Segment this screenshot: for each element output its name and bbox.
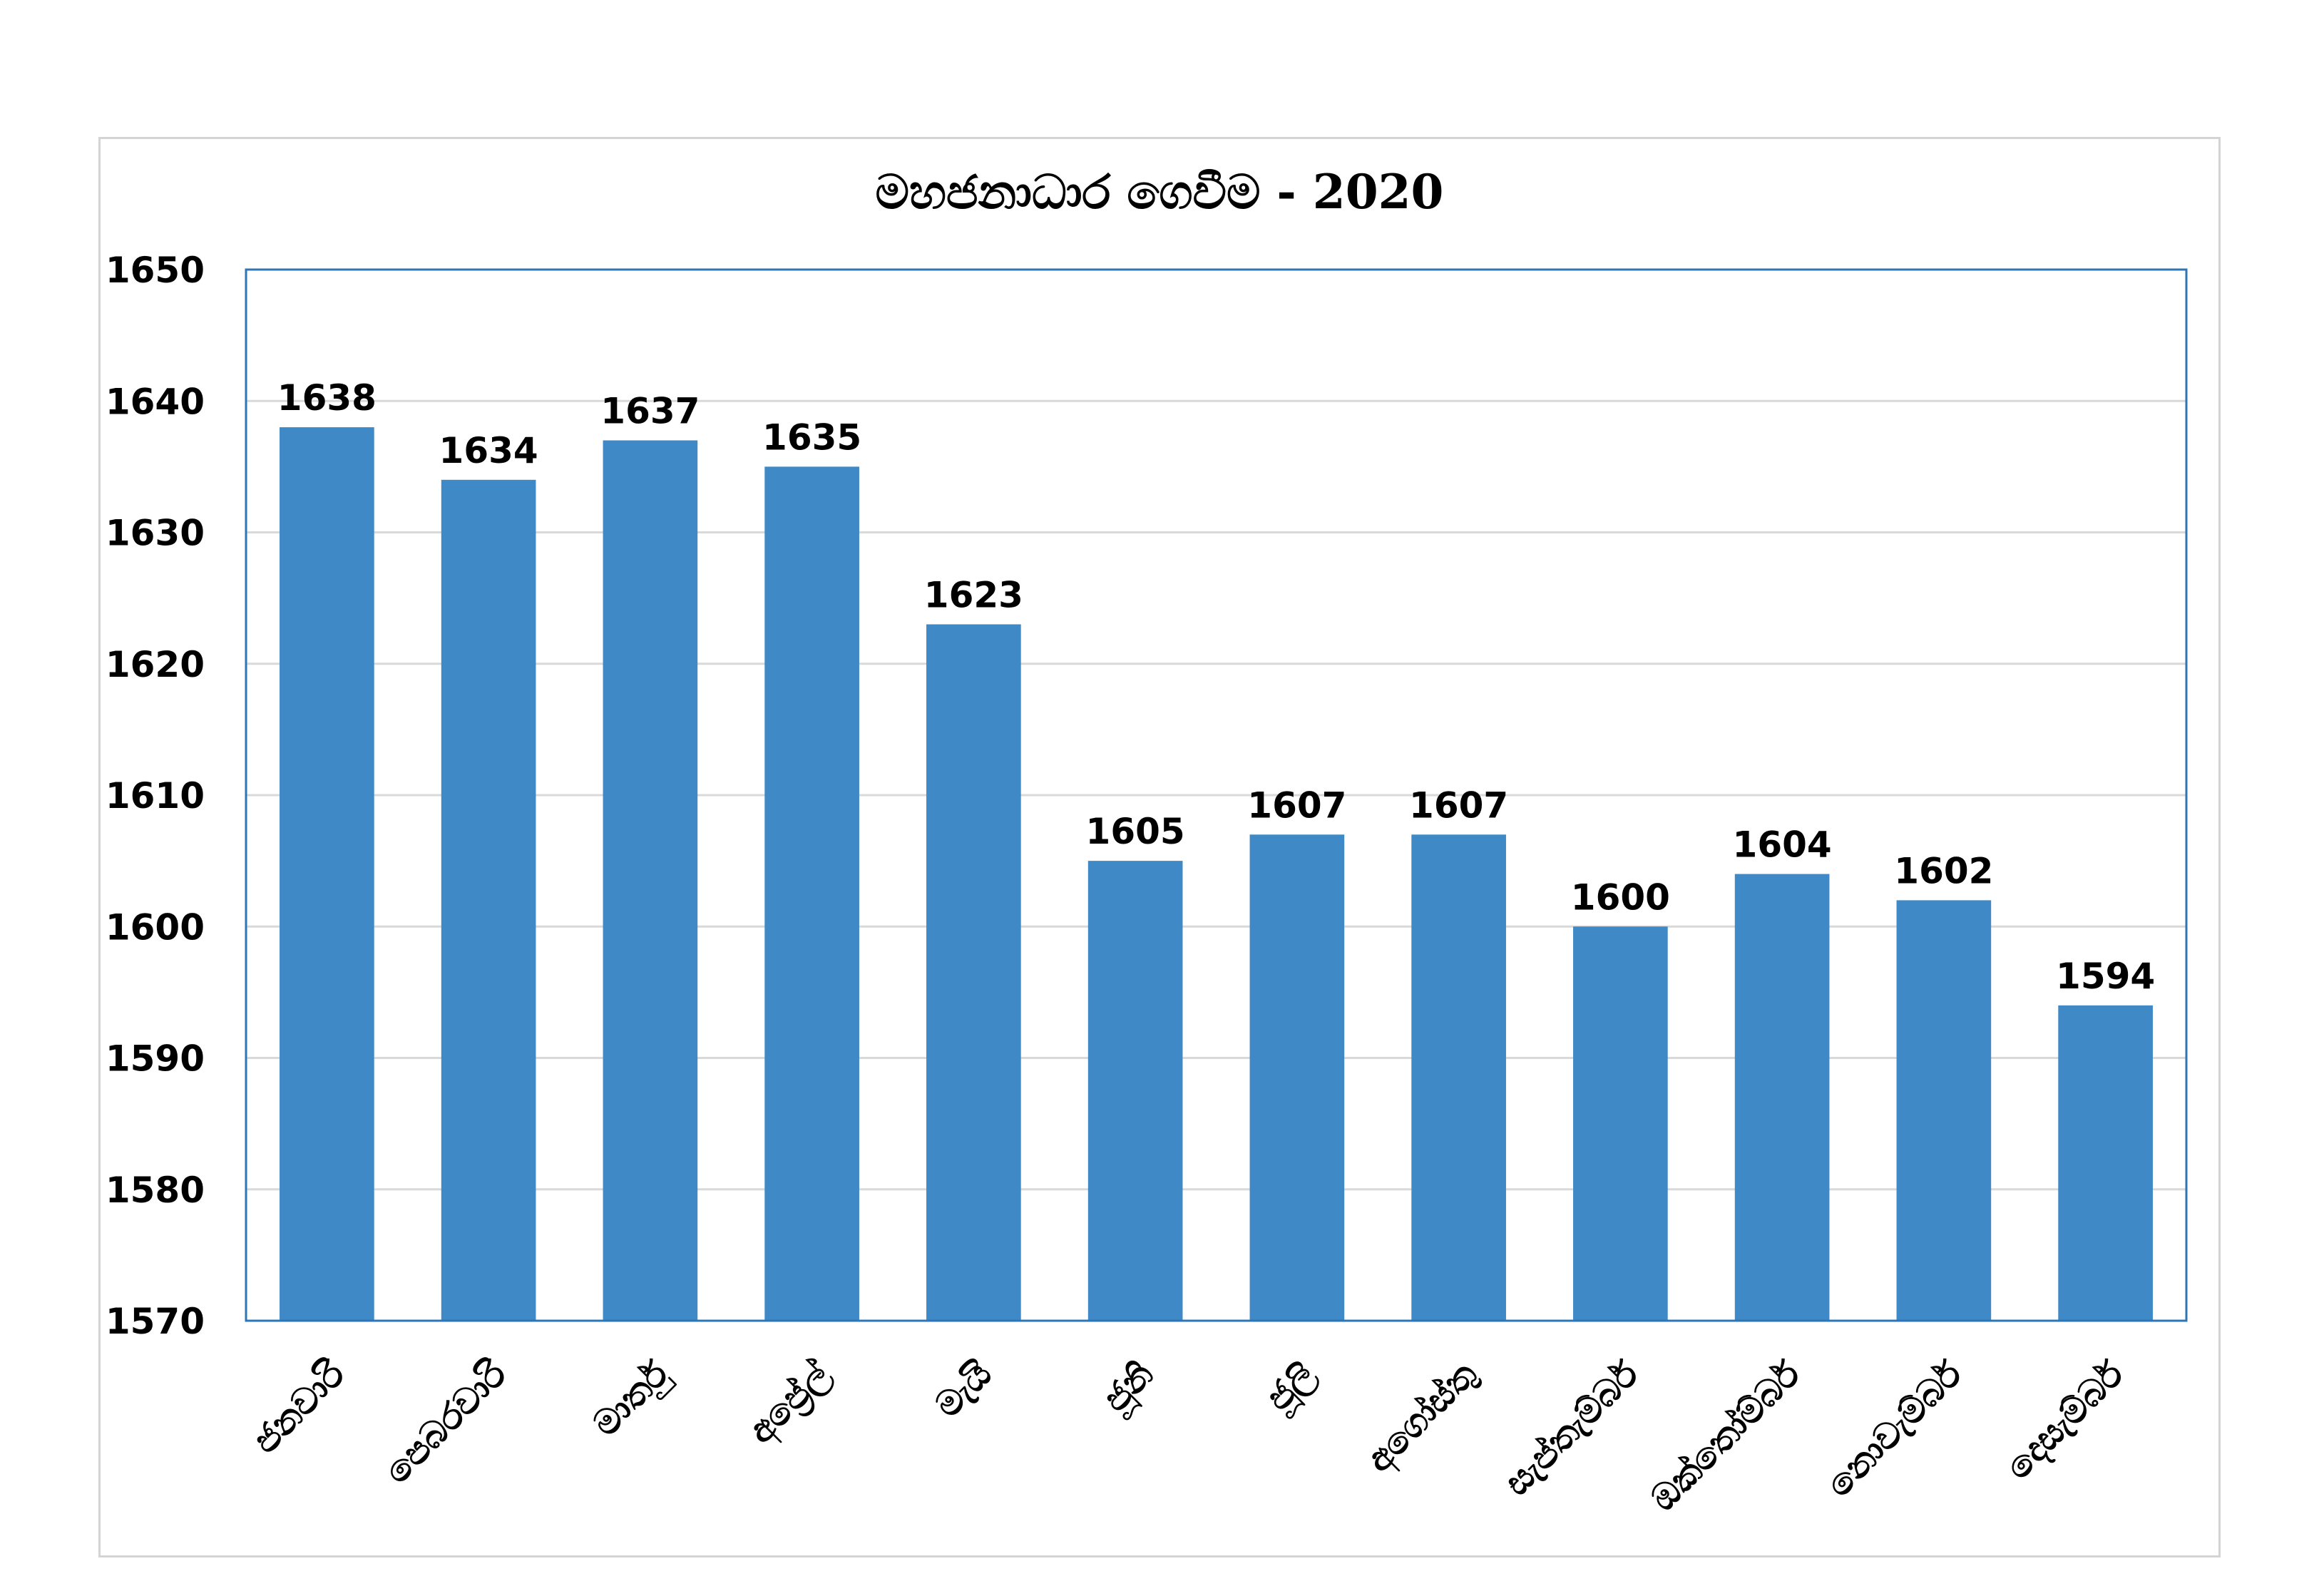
x-category-label: අගෝස්තු bbox=[1358, 1353, 1487, 1482]
y-tick-label: 1610 bbox=[106, 775, 205, 817]
y-tick-label: 1590 bbox=[106, 1038, 205, 1080]
bar bbox=[441, 479, 536, 1321]
bar bbox=[603, 440, 698, 1321]
x-category-label: මාර්තු bbox=[585, 1353, 678, 1446]
data-label: 1635 bbox=[762, 416, 861, 458]
y-tick-label: 1600 bbox=[106, 906, 205, 948]
data-label: 1638 bbox=[277, 377, 377, 419]
x-category-label: ජනවාරි bbox=[245, 1353, 354, 1462]
bar bbox=[764, 466, 859, 1321]
x-category-label: සැප්තැම්බර් bbox=[1496, 1353, 1647, 1503]
bar bbox=[2058, 1005, 2153, 1321]
data-label: 1634 bbox=[439, 430, 538, 471]
data-label: 1623 bbox=[924, 574, 1023, 615]
x-category-label: ජූලි bbox=[1257, 1353, 1325, 1421]
data-label: 1637 bbox=[600, 391, 700, 432]
y-tick-label: 1570 bbox=[106, 1301, 205, 1342]
bars bbox=[280, 427, 2153, 1321]
x-category-label: නොවැම්බර් bbox=[1818, 1353, 1970, 1505]
y-axis-ticks: 1570 1580 1590 1600 1610 1620 1630 1640 1650 bbox=[106, 250, 205, 1342]
data-label: 1600 bbox=[1571, 876, 1670, 918]
bar bbox=[1734, 874, 1830, 1321]
x-category-label: පෙබරවාරි bbox=[377, 1353, 516, 1492]
plot-area-border bbox=[245, 268, 2188, 1322]
bar bbox=[1573, 926, 1668, 1321]
x-category-label: ඔක්තෝම්බර් bbox=[1642, 1353, 1808, 1519]
bar bbox=[1087, 861, 1183, 1321]
data-labels: 1638 1634 1637 1635 1623 1605 1607 1607 1600 1604… bbox=[277, 377, 2155, 997]
x-category-label: මැයි bbox=[927, 1353, 1000, 1426]
bar bbox=[926, 624, 1021, 1321]
bar bbox=[1896, 900, 1992, 1321]
data-label: 1605 bbox=[1086, 811, 1185, 852]
bar bbox=[1411, 834, 1506, 1321]
x-category-label: ජූනි bbox=[1095, 1353, 1164, 1422]
bar bbox=[280, 427, 374, 1321]
y-tick-label: 1650 bbox=[106, 250, 205, 291]
data-label: 1607 bbox=[1409, 784, 1508, 826]
y-tick-label: 1620 bbox=[106, 644, 205, 685]
data-label: 1602 bbox=[1894, 850, 1993, 891]
bar bbox=[1249, 834, 1345, 1321]
y-tick-label: 1630 bbox=[106, 513, 205, 554]
gridlines bbox=[246, 399, 2186, 1191]
x-category-label: දෙසැම්බර් bbox=[1997, 1353, 2134, 1489]
y-tick-label: 1640 bbox=[106, 381, 205, 422]
y-tick-label: 1580 bbox=[106, 1170, 205, 1211]
x-axis-categories: ජනවාරි පෙබරවාරි මාර්තු අප්‍රේල් මැයි ජූනි ජූලි… bbox=[245, 1353, 2134, 1519]
x-category-label: අප්‍රේල් bbox=[739, 1353, 841, 1454]
chart-title: මහජනාධාර ගෙවීම - 2020 bbox=[876, 164, 1444, 220]
data-label: 1607 bbox=[1247, 784, 1346, 826]
data-label: 1594 bbox=[2056, 956, 2155, 997]
data-label: 1604 bbox=[1733, 824, 1832, 866]
